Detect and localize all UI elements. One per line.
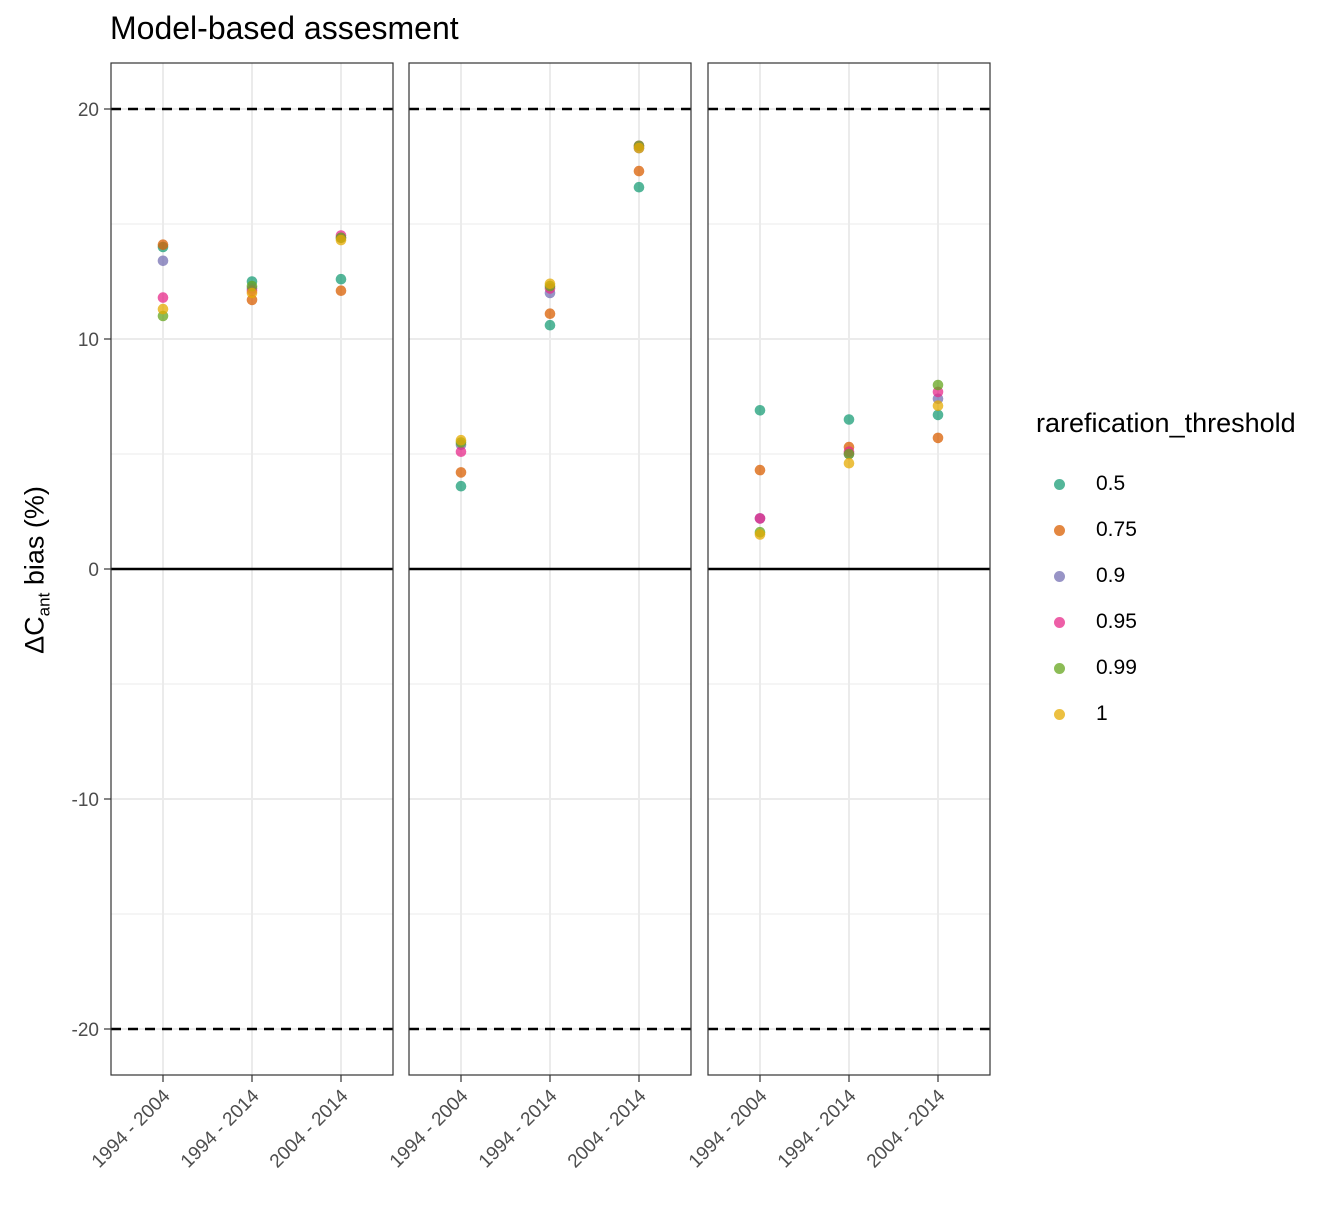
legend-item: 1 (1036, 691, 1296, 737)
data-point-0-75 (335, 285, 347, 297)
y-tick-label: -20 (72, 1020, 99, 1041)
data-point-1 (544, 278, 556, 290)
legend-swatch (1054, 524, 1065, 536)
data-point-1 (633, 142, 645, 154)
x-tick-label: 2004 - 2014 (266, 1085, 353, 1172)
data-point-0-5 (633, 181, 645, 193)
legend-items: 0.5 0.75 0.9 0.95 0.99 1 (1036, 461, 1296, 737)
data-point-1 (843, 457, 855, 469)
data-point-0-95 (157, 292, 169, 303)
legend-item: 0.5 (1036, 461, 1296, 507)
x-tick-label: 2004 - 2014 (863, 1085, 950, 1172)
data-point-0-9 (157, 255, 169, 267)
legend-item: 0.99 (1036, 645, 1296, 691)
data-point-1 (455, 434, 467, 446)
y-tick-label: 10 (78, 330, 99, 351)
x-tick-label: 1994 - 2004 (88, 1085, 175, 1172)
data-point-1 (335, 234, 347, 246)
chart-title: Model-based assesment (110, 10, 459, 46)
data-point-0-5 (455, 480, 467, 492)
data-point-0-99 (932, 379, 944, 391)
data-point-1 (754, 529, 766, 540)
x-tick-label: 2004 - 2014 (564, 1085, 651, 1172)
legend-item: 0.75 (1036, 507, 1296, 553)
legend-label: 1 (1096, 702, 1108, 725)
legend-item: 0.95 (1036, 599, 1296, 645)
data-point-0-95 (455, 446, 467, 458)
legend-swatch (1054, 662, 1065, 674)
legend-label: 0.95 (1096, 610, 1137, 633)
y-tick-label: -10 (72, 790, 99, 811)
legend-item: 0.9 (1036, 553, 1296, 599)
data-point-0-5 (932, 409, 944, 421)
data-point-0-75 (633, 165, 645, 177)
data-point-0-5 (544, 319, 556, 331)
legend-label: 0.9 (1096, 564, 1126, 587)
y-tick-label: 0 (88, 560, 99, 581)
y-tick-label: 20 (78, 100, 99, 121)
data-point-0-75 (455, 467, 467, 478)
data-point-0-5 (335, 273, 347, 285)
legend-label: 0.75 (1096, 518, 1137, 541)
data-point-0-95 (754, 513, 766, 524)
legend-swatch (1054, 616, 1065, 628)
data-point-0-75 (932, 432, 944, 444)
legend-label: 0.99 (1096, 656, 1137, 679)
x-tick-label: 1994 - 2014 (774, 1085, 861, 1172)
data-point-1 (157, 303, 169, 315)
legend-label: 0.5 (1096, 472, 1126, 495)
legend-swatch (1054, 478, 1065, 490)
legend-swatch (1054, 708, 1065, 720)
x-tick-label: 1994 - 2004 (685, 1085, 772, 1172)
data-point-0-99 (843, 448, 855, 460)
data-point-0-75 (544, 308, 556, 320)
x-tick-label: 1994 - 2014 (177, 1085, 264, 1172)
data-point-1 (932, 400, 944, 412)
legend: rarefication_threshold 0.5 0.75 0.9 0.95 0.9… (1036, 408, 1296, 737)
data-point-0-75 (157, 239, 169, 250)
legend-title: rarefication_threshold (1036, 408, 1296, 438)
legend-swatch (1054, 570, 1065, 582)
data-point-0-75 (754, 464, 766, 476)
data-point-0-5 (843, 414, 855, 425)
x-tick-label: 1994 - 2004 (386, 1085, 473, 1172)
x-tick-label: 1994 - 2014 (475, 1085, 562, 1172)
data-point-1 (246, 287, 258, 299)
data-point-0-5 (754, 405, 766, 416)
